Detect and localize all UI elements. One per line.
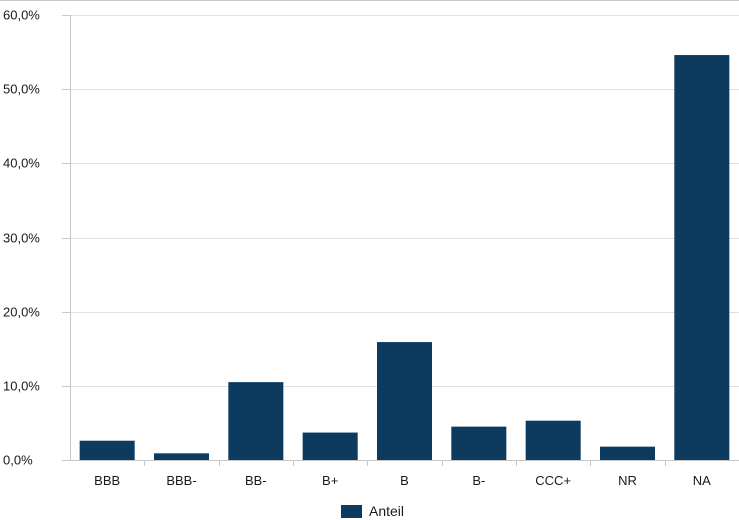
x-axis-tick-labels: BBB BBB- BB- B+ B B- CCC+ NR NA <box>94 473 711 488</box>
x-tick-label: BBB <box>94 473 120 488</box>
bar-ccc-plus <box>525 420 581 460</box>
y-tick-label: 0,0% <box>3 453 33 468</box>
x-tick-label: NA <box>693 473 711 488</box>
x-tick-label: B- <box>472 473 485 488</box>
y-tick-label: 40,0% <box>3 156 40 171</box>
bar-b-minus <box>451 426 507 460</box>
x-tick-label: BBB- <box>166 473 196 488</box>
legend: Anteil <box>341 502 404 520</box>
x-tick-label: B+ <box>322 473 338 488</box>
y-axis-tick-labels: 0,0% 10,0% 20,0% 30,0% 40,0% 50,0% 60,0% <box>3 8 40 468</box>
bars <box>79 55 730 461</box>
bar-bbb <box>79 440 135 460</box>
x-tick-label: NR <box>618 473 637 488</box>
y-tick-label: 60,0% <box>3 8 40 23</box>
legend-label: Anteil <box>369 503 405 519</box>
y-tick-label: 50,0% <box>3 82 40 97</box>
bar-na <box>674 55 730 461</box>
x-tick-label: B <box>400 473 409 488</box>
bar-bb-minus <box>228 382 284 460</box>
y-tick-label: 20,0% <box>3 305 40 320</box>
gridlines <box>70 15 739 387</box>
x-tick-label: CCC+ <box>535 473 571 488</box>
axes <box>0 0 739 466</box>
legend-swatch <box>341 504 362 518</box>
bar-b-plus <box>302 432 358 460</box>
bar-chart: 0,0%10,0%20,0%30,0%40,0%50,0%60,0% BBB BB… <box>0 0 739 488</box>
bar-nr <box>599 446 656 460</box>
y-tick-label: 10,0% <box>3 379 40 394</box>
y-tick-label: 30,0% <box>3 231 40 246</box>
bar-b <box>376 342 433 460</box>
bar-bbb-minus <box>153 453 210 460</box>
x-tick-label: BB- <box>245 473 267 488</box>
